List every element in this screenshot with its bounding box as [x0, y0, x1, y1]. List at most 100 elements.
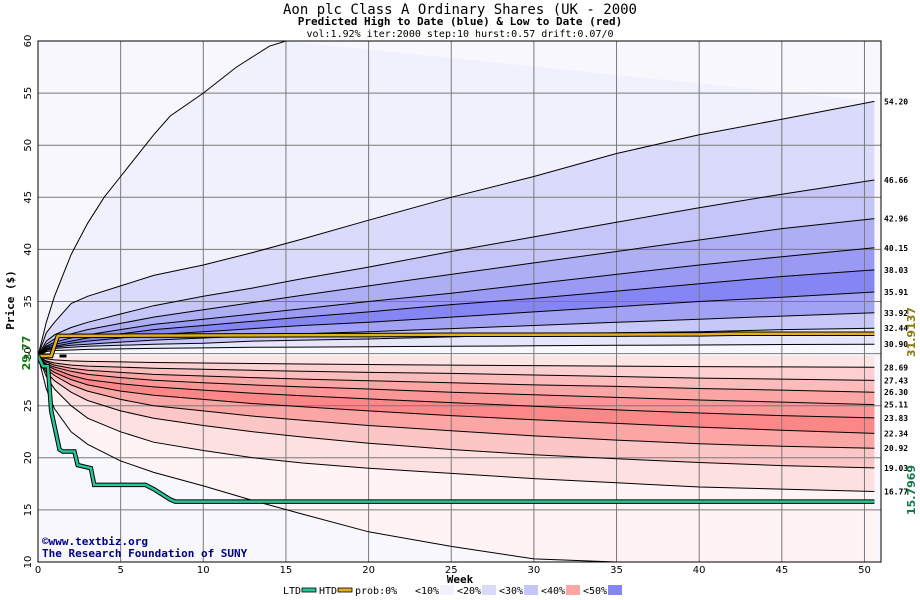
legend-label: prob:0%: [355, 586, 397, 597]
legend-swatch: [398, 585, 412, 595]
curve-upper-3: [38, 247, 875, 357]
curve-lower-5: [38, 355, 875, 434]
band-lower-8: [38, 356, 875, 492]
y-axis-label: Price ($): [4, 270, 17, 330]
high-to-date-label: 31.9137: [905, 307, 918, 357]
legend-label: HTD: [319, 586, 337, 597]
low-to-date-line: [38, 355, 875, 503]
final-value-label: 20.92: [884, 444, 908, 453]
final-value-label: 40.15: [884, 244, 908, 253]
band-upper-0: [38, 41, 875, 356]
credit-line-1: ©www.textbiz.org: [42, 535, 148, 548]
y-tick-label: 10: [23, 556, 34, 569]
x-tick-label: 10: [197, 565, 210, 576]
high-to-date-line: [38, 332, 875, 358]
final-value-label: 30.90: [884, 340, 908, 349]
final-value-label: 32.44: [884, 324, 908, 333]
x-tick-label: 15: [280, 565, 293, 576]
legend-swatch: [566, 585, 580, 595]
final-value-label: 28.69: [884, 363, 908, 372]
band-upper-1: [38, 101, 875, 357]
low-to-date-label: 15.7969: [905, 465, 918, 515]
band-upper-6: [38, 292, 875, 356]
curve-upper-5: [38, 291, 875, 357]
y-tick-label: 25: [23, 399, 34, 412]
legend: LTD HTD prob:0% <10% <20% <30% <40% <50%: [283, 585, 622, 597]
curve-lower-6: [38, 355, 875, 449]
curve-lower-2: [38, 355, 875, 393]
start-marker: [59, 354, 67, 358]
final-value-label: 23.83: [884, 414, 908, 423]
band-lower-2: [38, 356, 875, 393]
final-value-label: 16.77: [884, 487, 908, 496]
final-value-label: 35.91: [884, 288, 908, 297]
x-tick-label: 25: [445, 565, 458, 576]
y-tick-label: 45: [23, 191, 34, 204]
final-value-label: 33.92: [884, 309, 908, 318]
band-lower-7: [38, 356, 875, 468]
credit-line-2: The Research Foundation of SUNY: [42, 547, 248, 560]
x-tick-label: 35: [610, 565, 623, 576]
band-upper-5: [38, 269, 875, 356]
curve-lower-8: [38, 355, 875, 492]
legend-label: <50%: [583, 586, 607, 597]
final-value-label: 38.03: [884, 266, 908, 275]
final-value-label: 54.20: [884, 97, 908, 106]
x-tick-label: 20: [362, 565, 375, 576]
legend-swatch: [337, 587, 353, 593]
plot-area: 0 5 10 15 20 25 30 35 40 45 50 10 15 20 25 30 35 40 45 50 55…: [23, 35, 908, 576]
x-tick-label: 5: [117, 565, 123, 576]
y-tick-label: 55: [23, 87, 34, 100]
band-lower-6: [38, 356, 875, 449]
x-tick-label: 40: [693, 565, 706, 576]
y-tick-label: 30: [23, 347, 34, 360]
chart-subtitle: Predicted High to Date (blue) & Low to D…: [298, 15, 623, 28]
legend-swatch: [440, 585, 454, 595]
y-tick-label: 40: [23, 243, 34, 256]
legend-swatch: [301, 587, 317, 593]
band-lower-9: [38, 356, 875, 562]
curve-outer-upper: [38, 41, 287, 357]
legend-label: <20%: [457, 586, 481, 597]
curve-lower-1: [38, 355, 875, 381]
curve-lower-4: [38, 355, 875, 419]
final-value-label: 22.34: [884, 429, 908, 438]
x-tick-label: 0: [35, 565, 41, 576]
final-value-label: 46.66: [884, 176, 908, 185]
curve-upper-0: [38, 100, 875, 357]
band-lower-0: [38, 356, 875, 368]
y-tick-label: 50: [23, 139, 34, 152]
band-lower-1: [38, 356, 875, 381]
curve-lower-3: [38, 355, 875, 406]
curve-upper-1: [38, 179, 875, 357]
x-tick-label: 50: [858, 565, 871, 576]
bands-group: [38, 41, 881, 562]
y-tick-label: 15: [23, 504, 34, 517]
legend-label: LTD: [283, 586, 301, 597]
band-lower-3: [38, 356, 875, 405]
chart-title: Aon plc Class A Ordinary Shares (UK - 20…: [283, 2, 637, 18]
curve-upper-4: [38, 269, 875, 357]
x-axis-label: Week: [447, 573, 474, 586]
band-lower-4: [38, 356, 875, 418]
final-value-label: 27.43: [884, 376, 908, 385]
legend-label: <10%: [415, 586, 439, 597]
curve-lower-7: [38, 355, 875, 469]
band-lower-5: [38, 356, 875, 434]
curve-upper-8: [38, 343, 875, 357]
legend-swatch: [482, 585, 496, 595]
band-upper-2: [38, 180, 875, 356]
y-tick-label: 60: [23, 35, 34, 48]
final-value-label: 42.96: [884, 215, 908, 224]
legend-label: <40%: [541, 586, 565, 597]
legend-swatch: [608, 585, 622, 595]
legend-swatch: [524, 585, 538, 595]
final-value-label: 19.03: [884, 464, 908, 473]
x-tick-label: 45: [775, 565, 788, 576]
x-tick-label: 30: [528, 565, 541, 576]
y-tick-label: 35: [23, 295, 34, 308]
final-value-label: 26.30: [884, 388, 908, 397]
final-value-label: 25.11: [884, 401, 908, 410]
curve-lines: [38, 41, 875, 562]
